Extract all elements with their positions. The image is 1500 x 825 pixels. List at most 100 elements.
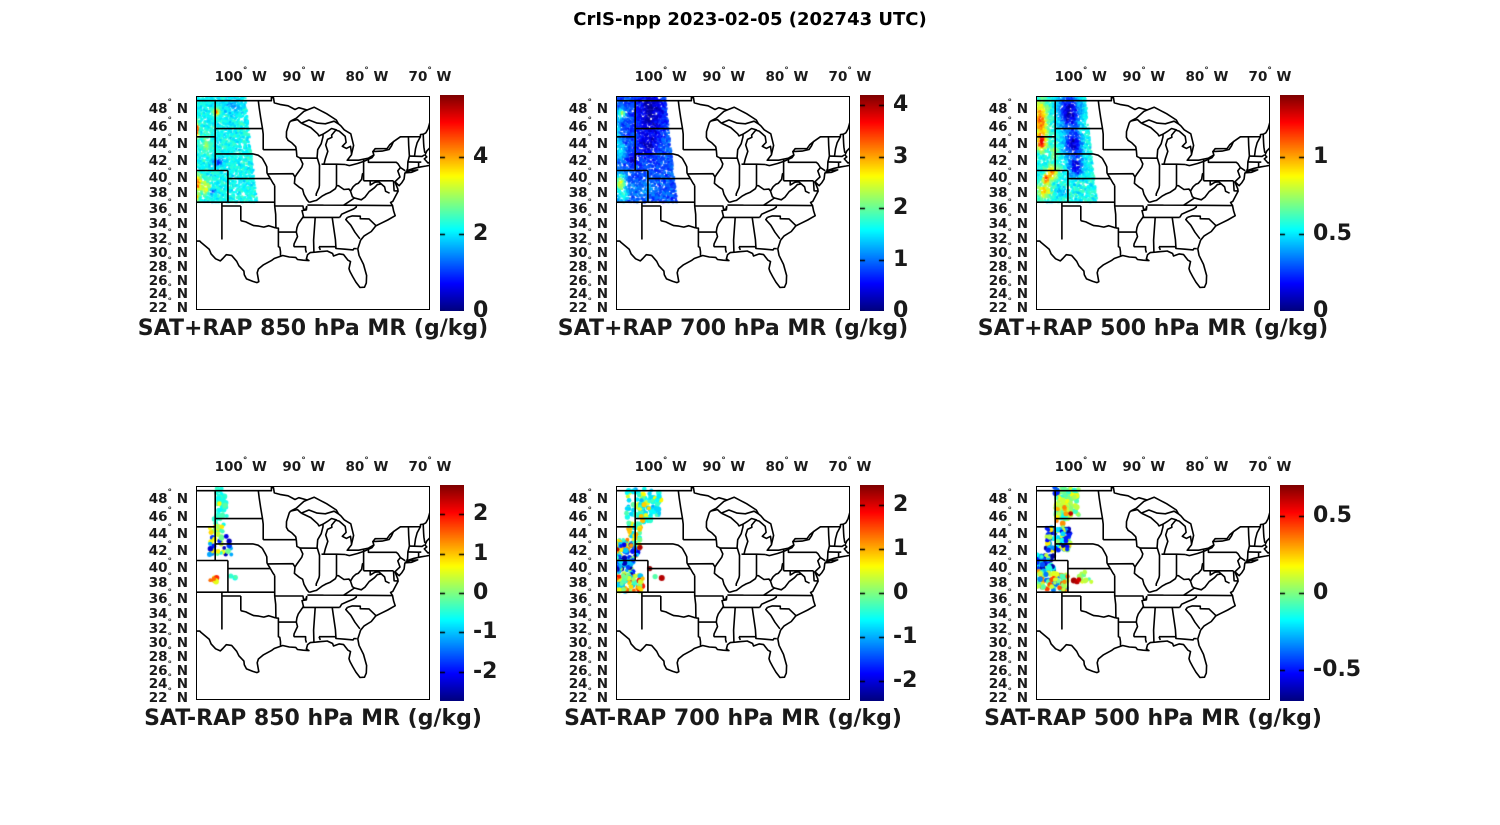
state-boundary xyxy=(728,184,775,204)
degree-symbol: ° xyxy=(1007,116,1013,127)
state-boundary xyxy=(1036,96,1270,289)
degree-symbol: ° xyxy=(1007,227,1013,238)
state-boundary xyxy=(1080,219,1117,229)
state-boundary xyxy=(1140,122,1164,137)
state-boundary xyxy=(713,595,728,637)
state-boundary xyxy=(1055,153,1103,159)
state-boundary xyxy=(735,164,741,197)
lon-tick-label: 80° W xyxy=(1185,66,1229,85)
colorbar-tick-label: 4 xyxy=(893,92,909,118)
lon-tick-label: 80° W xyxy=(765,456,809,475)
state-boundary xyxy=(344,154,375,167)
lat-tick-label: 40° N xyxy=(568,166,608,186)
state-boundary xyxy=(1194,183,1222,201)
state-boundary xyxy=(765,216,781,240)
state-boundary xyxy=(689,568,696,577)
lat-tick-label: 26° N xyxy=(148,659,188,679)
state-borders-map xyxy=(1036,486,1270,700)
lon-tick-label: 70° W xyxy=(408,456,452,475)
state-boundary xyxy=(1179,595,1198,608)
state-boundary xyxy=(1245,526,1251,561)
state-boundary xyxy=(1107,172,1136,178)
lat-tick-label: 24° N xyxy=(148,283,188,303)
lon-tick-label: 70° W xyxy=(1248,66,1292,85)
degree-symbol: ° xyxy=(1007,645,1013,656)
state-boundary xyxy=(1207,547,1242,558)
lat-tick-label: 42° N xyxy=(988,150,1028,170)
state-boundary xyxy=(693,595,697,619)
state-boundary xyxy=(345,216,361,240)
state-boundary xyxy=(1140,509,1179,515)
degree-symbol: ° xyxy=(167,212,173,223)
state-boundary xyxy=(293,205,308,247)
degree-symbol: ° xyxy=(167,631,173,642)
degree-symbol: ° xyxy=(167,150,173,161)
state-boundary xyxy=(413,136,422,157)
state-boundary xyxy=(372,531,395,543)
degree-symbol: ° xyxy=(587,572,593,583)
degree-symbol: ° xyxy=(784,456,789,466)
state-boundary xyxy=(1209,180,1230,194)
degree-symbol: ° xyxy=(167,182,173,193)
state-boundary xyxy=(769,172,784,192)
colorbar-tick-label: -1 xyxy=(893,624,918,650)
state-boundary xyxy=(635,153,683,159)
colorbar-tick-label: 2 xyxy=(473,501,489,527)
lat-tick-label: 36° N xyxy=(148,197,188,217)
state-boundary xyxy=(267,562,296,568)
state-boundary xyxy=(1183,587,1195,596)
state-boundary xyxy=(312,217,316,252)
degree-symbol: ° xyxy=(587,673,593,684)
state-boundary xyxy=(369,180,390,194)
degree-symbol: ° xyxy=(1007,197,1013,208)
colorbar xyxy=(860,95,884,311)
state-boundary xyxy=(833,136,842,157)
degree-symbol: ° xyxy=(587,645,593,656)
colorbar-tick-label: 0.5 xyxy=(1313,220,1352,246)
map-frame xyxy=(196,486,430,700)
lat-tick-label: 38° N xyxy=(568,572,608,592)
lat-tick-label: 34° N xyxy=(148,602,188,622)
degree-symbol: ° xyxy=(242,66,248,76)
state-boundary xyxy=(710,499,728,512)
degree-symbol: ° xyxy=(167,166,173,177)
degree-symbol: ° xyxy=(662,456,668,466)
state-boundary xyxy=(1163,129,1193,165)
degree-symbol: ° xyxy=(167,572,173,583)
state-boundary xyxy=(789,180,810,194)
lat-tick-label: 28° N xyxy=(988,645,1028,665)
state-boundary xyxy=(404,559,419,564)
degree-symbol: ° xyxy=(587,283,593,294)
panel-title-sat-minus-rap-850: SAT-RAP 850 hPa MR (g/kg) xyxy=(144,706,482,731)
state-boundary xyxy=(1234,557,1242,573)
lat-tick-label: 32° N xyxy=(568,227,608,247)
state-boundary xyxy=(404,169,419,174)
colorbar-tick-label: 0 xyxy=(893,580,909,605)
state-boundary xyxy=(739,635,777,641)
degree-symbol: ° xyxy=(587,659,593,670)
state-boundary xyxy=(290,499,308,512)
state-boundary xyxy=(767,215,797,227)
state-boundary xyxy=(1234,167,1242,183)
degree-symbol: ° xyxy=(1007,296,1013,307)
degree-symbol: ° xyxy=(662,66,668,76)
state-boundary xyxy=(1185,606,1201,630)
state-boundary xyxy=(713,149,730,203)
lat-tick-label: 26° N xyxy=(568,269,608,289)
degree-symbol: ° xyxy=(1141,66,1146,76)
lat-tick-label: 34° N xyxy=(568,212,608,232)
colorbar xyxy=(440,485,464,701)
state-boundary xyxy=(308,184,355,204)
lat-tick-label: 48° N xyxy=(988,97,1028,117)
lat-tick-label: 26° N xyxy=(988,269,1028,289)
state-boundary xyxy=(1109,568,1116,577)
state-boundary xyxy=(787,547,822,558)
state-boundary xyxy=(1262,524,1266,544)
degree-symbol: ° xyxy=(1007,556,1013,567)
lat-tick-label: 40° N xyxy=(988,556,1028,576)
state-boundary xyxy=(354,183,382,201)
degree-symbol: ° xyxy=(167,602,173,613)
lon-tick-label: 80° W xyxy=(345,456,389,475)
state-boundary xyxy=(274,205,308,211)
